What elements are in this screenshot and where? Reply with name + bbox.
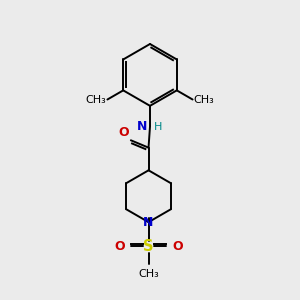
Text: CH₃: CH₃ [194,94,214,104]
Text: O: O [119,126,129,139]
Text: O: O [172,240,183,253]
Text: N: N [137,120,148,133]
Text: S: S [143,239,154,254]
Text: O: O [114,240,125,253]
Text: N: N [143,216,154,229]
Text: CH₃: CH₃ [85,94,106,104]
Text: H: H [154,122,162,132]
Text: CH₃: CH₃ [138,269,159,279]
